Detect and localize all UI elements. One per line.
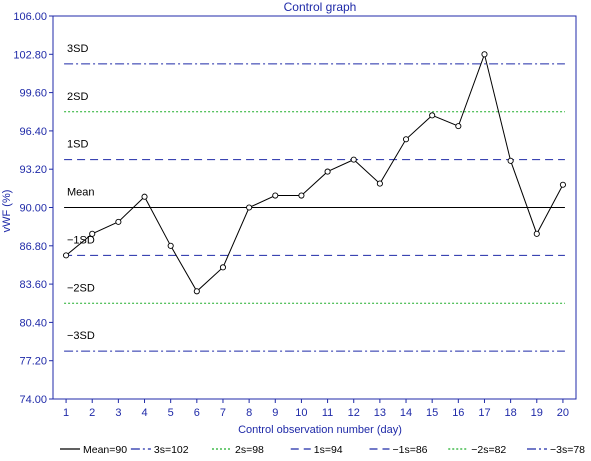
data-point [507, 157, 514, 164]
reference-line-label: −3SD [67, 330, 95, 342]
x-tick-label: 2 [89, 407, 95, 419]
data-point [141, 193, 148, 200]
data-point [272, 192, 279, 199]
x-tick-label: 13 [374, 407, 386, 419]
legend-label: 2s=98 [235, 444, 264, 456]
legend-label: −1s=86 [392, 444, 427, 456]
data-point [89, 230, 96, 237]
x-tick-label: 3 [115, 407, 121, 419]
data-point [350, 156, 357, 163]
reference-line-label: 2SD [67, 91, 88, 103]
x-tick-label: 10 [295, 407, 307, 419]
data-point [455, 123, 462, 130]
data-point [298, 192, 305, 199]
x-tick-label: 6 [194, 407, 200, 419]
legend-label: −3s=78 [550, 444, 585, 456]
legend-label: 1s=94 [314, 444, 343, 456]
x-tick-label: 15 [426, 407, 438, 419]
y-tick-label: 102.80 [13, 49, 47, 61]
x-tick-label: 11 [322, 407, 333, 419]
reference-line-label: 1SD [67, 139, 88, 151]
reference-line-label: 3SD [67, 43, 88, 55]
x-tick-label: 17 [478, 407, 490, 419]
data-point [246, 204, 253, 211]
data-point [559, 181, 566, 188]
x-tick-label: 20 [557, 407, 569, 419]
x-tick-label: 9 [272, 407, 278, 419]
data-point [376, 180, 383, 187]
legend-label: 3s=102 [154, 444, 189, 456]
y-tick-label: 96.40 [19, 126, 47, 138]
x-tick-label: 12 [348, 407, 360, 419]
data-point [481, 51, 488, 58]
chart-title: Control graph [284, 0, 357, 14]
y-tick-label: 74.00 [19, 394, 47, 406]
data-point [324, 168, 331, 175]
legend-label: −2s=82 [471, 444, 506, 456]
y-tick-label: 80.40 [19, 317, 47, 329]
data-point [429, 112, 436, 119]
x-tick-label: 18 [505, 407, 517, 419]
data-point [219, 264, 227, 271]
data-point [167, 242, 174, 249]
series-line [65, 52, 564, 293]
y-tick-label: 93.20 [19, 164, 47, 176]
y-tick-label: 83.60 [19, 279, 47, 291]
x-tick-label: 14 [400, 407, 412, 419]
data-point [533, 230, 540, 237]
legend-label: Mean=90 [83, 444, 127, 456]
data-point [115, 218, 122, 225]
reference-line-label: −2SD [67, 282, 95, 294]
data-point [402, 136, 410, 143]
y-tick-label: 86.80 [19, 241, 47, 253]
y-tick-label: 90.00 [19, 203, 47, 215]
x-tick-label: 7 [220, 407, 226, 419]
data-point [63, 252, 70, 259]
y-tick-label: 99.60 [19, 88, 47, 100]
x-axis-label: Control observation number (day) [238, 424, 402, 436]
x-tick-label: 5 [168, 407, 174, 419]
x-tick-label: 8 [246, 407, 252, 419]
x-tick-label: 16 [452, 407, 464, 419]
x-tick-label: 19 [531, 407, 543, 419]
y-tick-label: 106.00 [13, 11, 47, 23]
data-point [193, 288, 200, 295]
reference-line-label: Mean [67, 187, 95, 199]
y-tick-label: 77.20 [19, 356, 47, 368]
x-tick-label: 4 [141, 407, 147, 419]
y-axis-label: vWF (%) [1, 190, 13, 233]
x-tick-label: 1 [63, 407, 69, 419]
